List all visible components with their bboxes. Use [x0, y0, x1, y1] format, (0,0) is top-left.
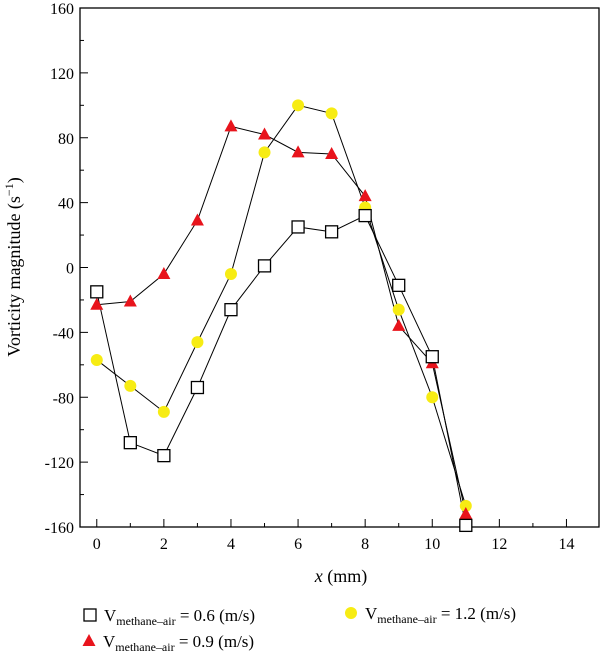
data-point [190, 380, 205, 395]
data-point [257, 259, 272, 273]
y-tick-label: -120 [45, 455, 74, 472]
series-points-1 [90, 208, 473, 533]
y-tick-label: 80 [58, 131, 74, 148]
legend-item-2: Vmethane–air = 0.9 (m/s) [82, 632, 254, 652]
legend-marker [82, 634, 96, 646]
x-tick-label: 12 [491, 536, 507, 553]
data-point [90, 353, 103, 366]
series-line-1 [96, 214, 467, 526]
series-line-3 [96, 104, 467, 507]
data-point [459, 518, 473, 533]
x-tick-label: 2 [160, 536, 168, 553]
data-point [258, 127, 272, 140]
data-point [392, 303, 405, 316]
y-tick-label: -40 [53, 325, 74, 342]
data-point [426, 391, 439, 404]
legend: Vmethane–air = 0.6 (m/s) Vmethane–air = 0… [82, 604, 516, 652]
x-axis-ticks: 0 2 4 6 8 10 12 14 [93, 519, 574, 553]
data-point [123, 294, 137, 307]
data-point [292, 99, 305, 112]
legend-marker [83, 608, 97, 622]
data-point [90, 297, 104, 310]
data-point [325, 107, 338, 120]
x-tick-label: 0 [93, 536, 101, 553]
x-tick-label: 6 [294, 536, 302, 553]
legend-item-1: Vmethane–air = 0.6 (m/s) [83, 606, 255, 628]
y-tick-label: -160 [45, 520, 74, 537]
y-tick-label: 40 [58, 196, 74, 213]
data-point [358, 208, 372, 223]
x-tick-label: 8 [361, 536, 369, 553]
legend-label: Vmethane–air = 0.6 (m/s) [104, 606, 255, 628]
series-points-3 [90, 99, 472, 512]
data-point [325, 146, 339, 159]
data-point [291, 220, 305, 234]
data-point [124, 379, 137, 392]
data-point [258, 146, 271, 159]
y-tick-label: 0 [66, 261, 74, 278]
data-point [157, 405, 170, 418]
legend-label: Vmethane–air = 0.9 (m/s) [103, 632, 254, 652]
data-point [224, 267, 237, 280]
y-tick-label: -80 [53, 390, 74, 407]
data-point [392, 278, 406, 292]
series-lines [96, 104, 467, 526]
data-point [324, 225, 339, 239]
data-point [157, 266, 171, 279]
series-layer [90, 99, 473, 533]
x-tick-label: 14 [558, 536, 574, 553]
data-point [358, 189, 372, 202]
data-point [459, 507, 473, 520]
data-point [191, 336, 204, 349]
data-point [157, 448, 171, 463]
x-tick-label: 10 [424, 536, 440, 553]
legend-marker [345, 607, 357, 619]
y-axis-ticks: -160 -120 -80 -40 0 40 80 120 160 [45, 1, 88, 537]
y-tick-label: 120 [50, 66, 74, 83]
series-markers [90, 99, 473, 533]
series-line-2 [96, 125, 467, 515]
data-point [425, 350, 439, 364]
data-point [291, 145, 305, 158]
data-point [90, 285, 104, 299]
data-point [459, 499, 472, 512]
data-point [224, 303, 238, 317]
data-point [392, 318, 406, 331]
x-axis-title: x (mm) [314, 566, 368, 587]
legend-item-3: Vmethane–air = 1.2 (m/s) [345, 604, 516, 626]
data-point [224, 119, 238, 132]
x-tick-label: 4 [227, 536, 235, 553]
legend-label: Vmethane–air = 1.2 (m/s) [365, 604, 516, 626]
data-point [123, 436, 137, 450]
y-tick-label: 160 [50, 1, 74, 18]
data-point [190, 213, 204, 226]
y-axis-title: Vorticity magnitude (s−1) [2, 177, 25, 356]
